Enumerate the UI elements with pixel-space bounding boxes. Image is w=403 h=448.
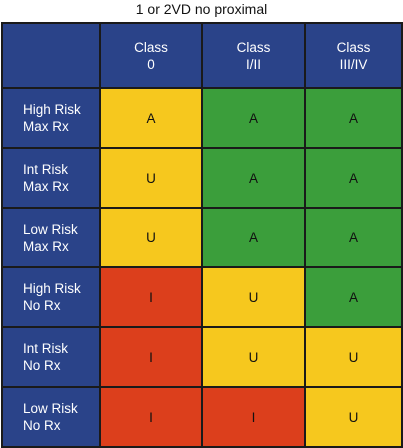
rating-cell: A bbox=[305, 267, 402, 327]
rating-cell: A bbox=[202, 148, 305, 208]
rating-cell: I bbox=[100, 327, 202, 387]
corner-header bbox=[2, 23, 100, 88]
row-label-int-risk-max-rx: Int Risk Max Rx bbox=[2, 148, 100, 208]
rating-cell: I bbox=[100, 387, 202, 447]
rating-cell: U bbox=[305, 327, 402, 387]
rating-cell: A bbox=[305, 208, 402, 267]
rating-cell: A bbox=[202, 88, 305, 148]
rating-cell: U bbox=[305, 387, 402, 447]
column-header-class-0: Class 0 bbox=[100, 23, 202, 88]
rating-cell: A bbox=[305, 88, 402, 148]
row-label-int-risk-no-rx: Int Risk No Rx bbox=[2, 327, 100, 387]
rating-cell: A bbox=[202, 208, 305, 267]
column-header-class-1-2: Class I/II bbox=[202, 23, 305, 88]
rating-cell: U bbox=[202, 267, 305, 327]
rating-cell: U bbox=[202, 327, 305, 387]
appropriateness-matrix: Class 0 Class I/II Class III/IV High Ris… bbox=[1, 22, 403, 448]
rating-cell: A bbox=[305, 148, 402, 208]
matrix-title: 1 or 2VD no proximal bbox=[135, 1, 268, 17]
rating-cell: I bbox=[202, 387, 305, 447]
row-label-low-risk-max-rx: Low Risk Max Rx bbox=[2, 208, 100, 267]
rating-cell: I bbox=[100, 267, 202, 327]
row-label-high-risk-no-rx: High Risk No Rx bbox=[2, 267, 100, 327]
rating-cell: U bbox=[100, 208, 202, 267]
row-label-high-risk-max-rx: High Risk Max Rx bbox=[2, 88, 100, 148]
column-header-class-3-4: Class III/IV bbox=[305, 23, 402, 88]
rating-cell: U bbox=[100, 148, 202, 208]
rating-cell: A bbox=[100, 88, 202, 148]
row-label-low-risk-no-rx: Low Risk No Rx bbox=[2, 387, 100, 447]
